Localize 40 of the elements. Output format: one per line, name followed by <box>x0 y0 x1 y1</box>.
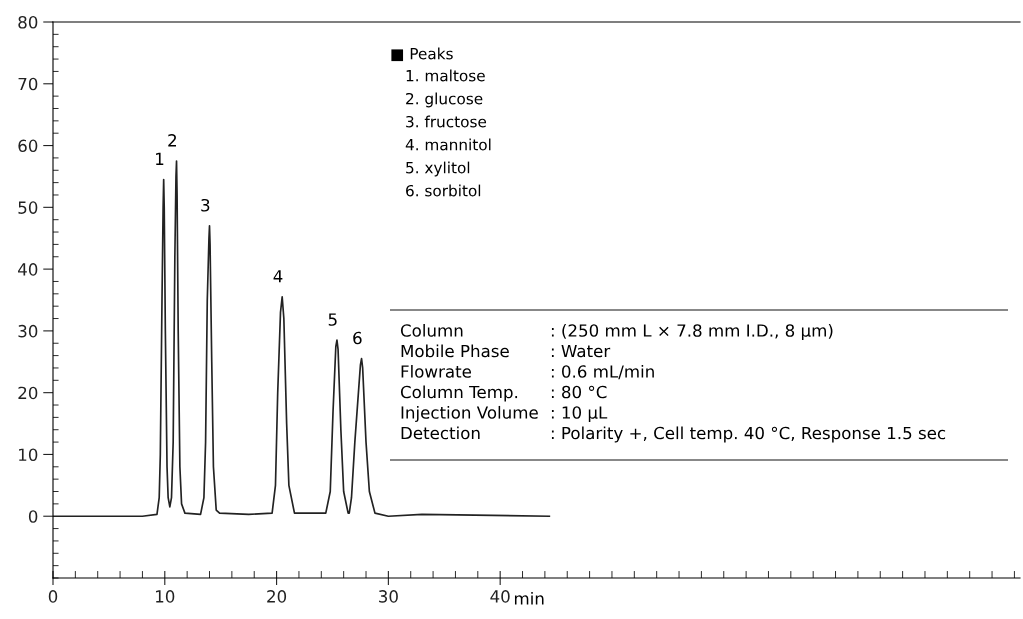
annotation: 3. fructose <box>406 115 487 128</box>
annotation: 2 <box>168 134 176 147</box>
y-tick-label: 10 <box>19 448 38 462</box>
y-tick-label: 40 <box>18 263 38 276</box>
annotation: 4. mannitol <box>405 138 491 151</box>
y-tick-label: 20 <box>18 386 38 400</box>
annotation: 6. sorbitol <box>406 184 481 197</box>
annotation: : Water <box>551 344 611 358</box>
x-tick-label: 20 <box>267 590 287 603</box>
x-tick-label: 0 <box>48 590 58 603</box>
annotation: 2. glucose <box>406 92 483 108</box>
annotation: 3 <box>201 198 210 212</box>
annotation: 1. maltose <box>406 69 485 82</box>
annotation: 4 <box>273 270 283 283</box>
y-tick-label: 50 <box>18 201 38 214</box>
annotation: : 10 µL <box>551 406 608 423</box>
annotation: Mobile Phase <box>401 344 509 358</box>
y-tick-label: 30 <box>18 324 38 338</box>
annotation: : (250 mm L × 7.8 mm I.D., 8 µm) <box>551 323 833 341</box>
annotation: : 80 °C <box>551 385 607 399</box>
annotation: 1 <box>156 152 164 165</box>
x-tick-label: 40 <box>490 590 510 603</box>
x-axis-title: min <box>514 591 544 605</box>
annotation: : 0.6 mL/min <box>551 364 654 380</box>
annotation: Flowrate <box>401 364 472 378</box>
y-tick-label: 60 <box>18 139 38 153</box>
y-tick-label: 80 <box>18 15 38 29</box>
annotation: ■ Peaks <box>391 47 453 62</box>
annotation: Column <box>400 323 463 337</box>
annotation: : Polarity +, Cell temp. 40 °C, Response 1.5 sec <box>551 426 946 443</box>
annotation: 5 <box>328 313 337 326</box>
annotation: Detection <box>401 426 480 440</box>
x-tick-label: 30 <box>379 590 398 603</box>
annotation: Injection Volume <box>401 405 538 423</box>
y-tick-label: 70 <box>18 77 38 91</box>
annotation: Column Temp. <box>400 385 518 402</box>
annotation: 5. xylitol <box>406 161 470 177</box>
annotation: 6 <box>353 331 362 345</box>
x-tick-label: 10 <box>156 590 175 603</box>
y-tick-label: 0 <box>28 510 38 523</box>
